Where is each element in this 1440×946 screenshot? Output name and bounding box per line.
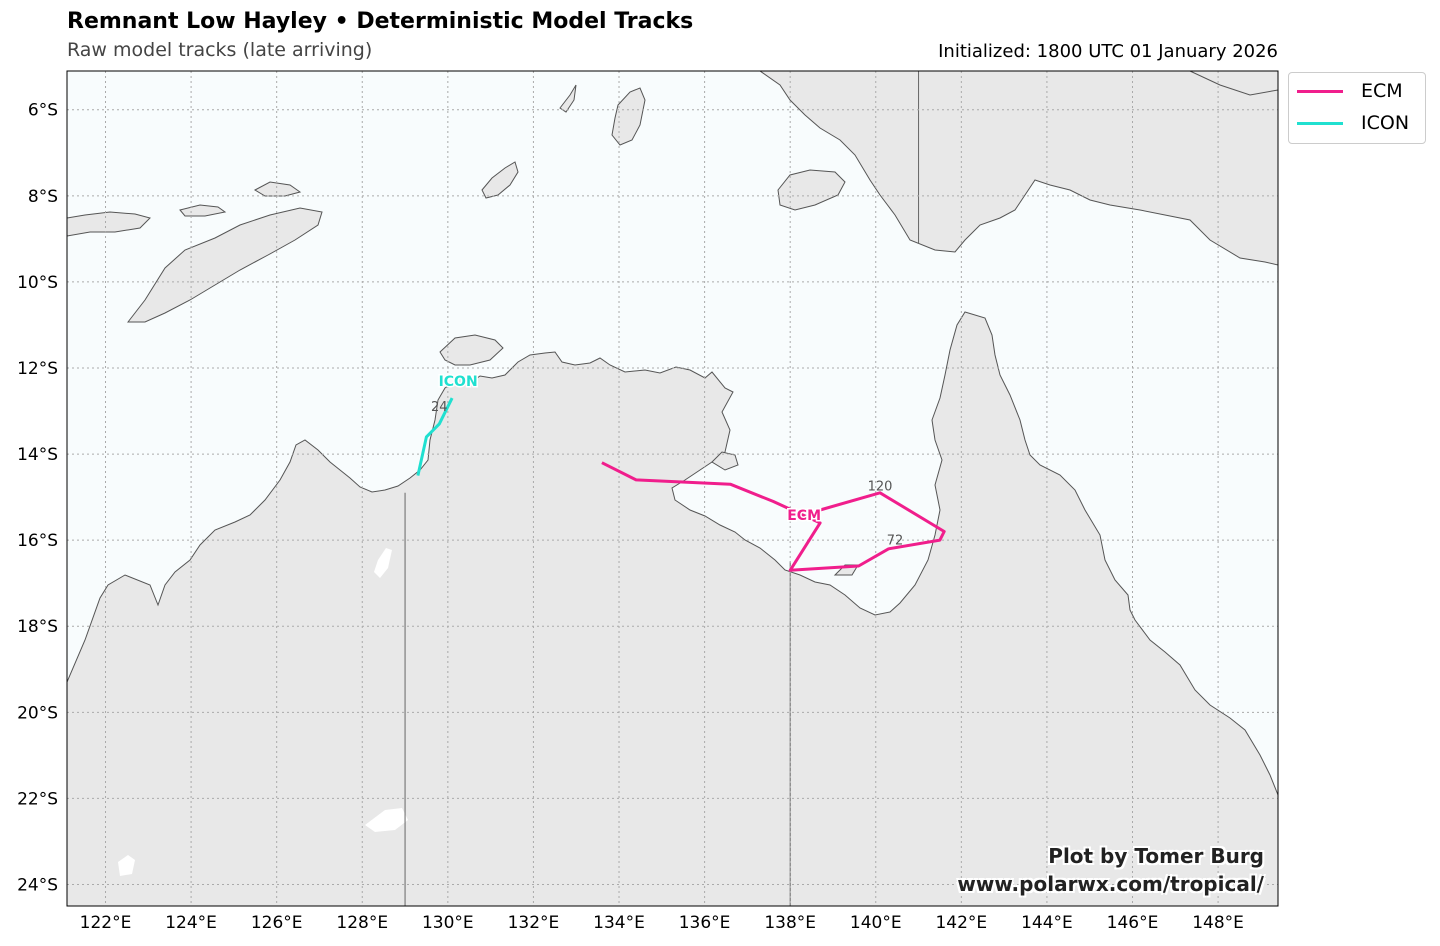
y-axis-ticks: 6°S 8°S 10°S 12°S 14°S 16°S 18°S 20°S 22°S 24°S xyxy=(17,101,58,896)
credit-url: www.polarwx.com/tropical/ xyxy=(957,872,1264,896)
y-tick-label: 10°S xyxy=(17,273,58,293)
x-tick-label: 148°E xyxy=(1192,913,1244,933)
x-tick-label: 144°E xyxy=(1021,913,1073,933)
y-tick-label: 24°S xyxy=(17,875,58,895)
legend-label-icon: ICON xyxy=(1361,112,1409,134)
legend-item-ecm: ECM xyxy=(1297,79,1403,103)
track-label-icon: ICON xyxy=(439,374,478,390)
y-tick-label: 16°S xyxy=(17,531,58,551)
y-tick-label: 8°S xyxy=(28,187,58,207)
x-tick-label: 126°E xyxy=(251,913,303,933)
x-axis-ticks: 122°E 124°E 126°E 128°E 130°E 132°E 134°E 136°E… xyxy=(80,913,1244,933)
x-tick-label: 124°E xyxy=(165,913,217,933)
x-tick-label: 132°E xyxy=(508,913,560,933)
y-tick-label: 14°S xyxy=(17,445,58,465)
y-tick-label: 12°S xyxy=(17,359,58,379)
forecast-hour-label: 24 xyxy=(431,400,448,415)
forecast-hour-label: 72 xyxy=(887,533,904,548)
legend-swatch-icon xyxy=(1297,122,1343,125)
x-tick-label: 134°E xyxy=(593,913,645,933)
y-tick-label: 22°S xyxy=(17,789,58,809)
legend-item-icon: ICON xyxy=(1297,111,1409,135)
y-tick-label: 20°S xyxy=(17,703,58,723)
x-tick-label: 136°E xyxy=(679,913,731,933)
x-tick-label: 146°E xyxy=(1107,913,1159,933)
legend-label-ecm: ECM xyxy=(1361,80,1403,102)
credit-author: Plot by Tomer Burg xyxy=(1048,844,1264,868)
legend: ECM ICON xyxy=(1288,72,1426,144)
x-tick-label: 130°E xyxy=(422,913,474,933)
y-tick-label: 18°S xyxy=(17,617,58,637)
x-tick-label: 138°E xyxy=(764,913,816,933)
x-tick-label: 128°E xyxy=(336,913,388,933)
x-tick-label: 140°E xyxy=(850,913,902,933)
legend-swatch-ecm xyxy=(1297,90,1343,93)
x-tick-label: 142°E xyxy=(935,913,987,933)
forecast-hour-label: 120 xyxy=(868,480,893,495)
x-tick-label: 122°E xyxy=(80,913,132,933)
track-label-ecm: ECM xyxy=(787,508,821,524)
y-tick-label: 6°S xyxy=(28,101,58,121)
